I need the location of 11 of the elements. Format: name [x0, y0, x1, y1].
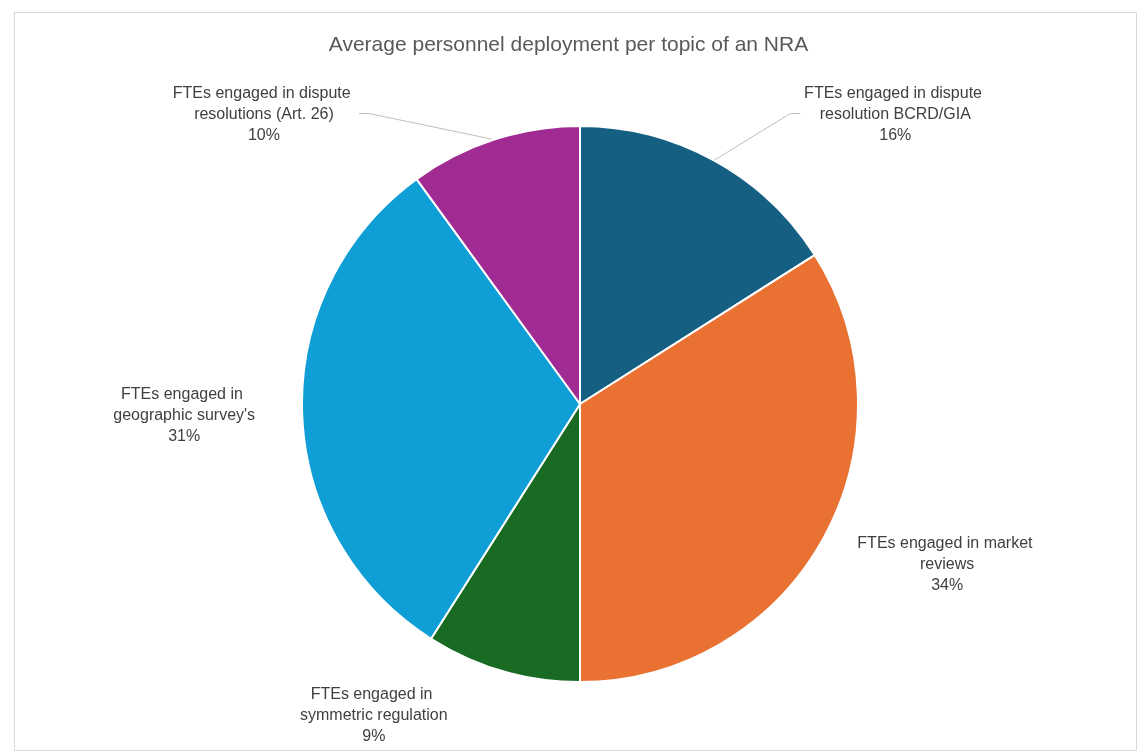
data-label: 10% [247, 126, 280, 143]
slice-label: FTEs engaged in dispute resolutions (Art. 26) [172, 84, 356, 122]
chart-title: Average personnel deployment per topic of an NRA [328, 32, 809, 55]
slice-label: FTEs engaged in symmetric regulation [299, 685, 448, 723]
data-label: 16% [879, 126, 912, 143]
slice-label: FTEs engaged in market reviews [857, 534, 1037, 573]
data-label: 31% [168, 426, 201, 444]
data-label: 34% [931, 576, 964, 594]
slice-label: FTEs engaged in geographic survey's [113, 384, 256, 423]
slice-label: FTEs engaged in dispute resolution BCRD/GIA [804, 84, 987, 122]
data-label: 9% [362, 727, 386, 744]
